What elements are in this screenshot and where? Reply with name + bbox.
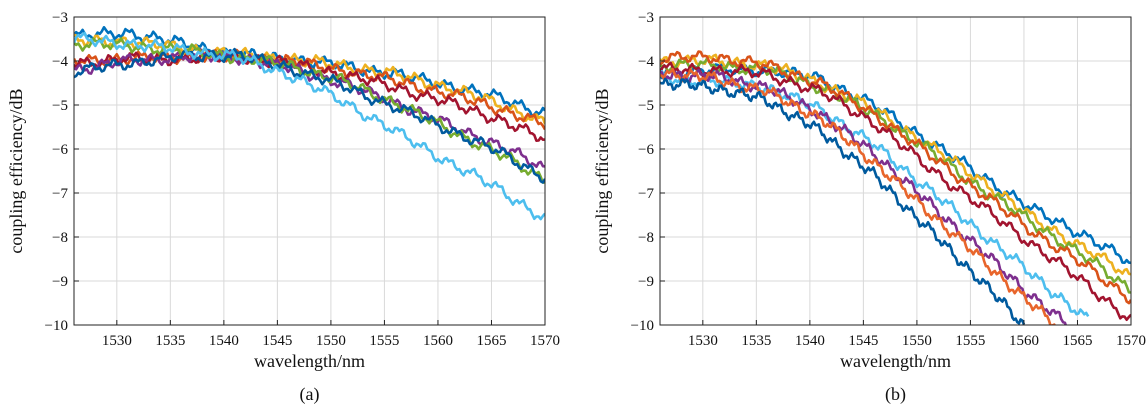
series-line-8 [74, 31, 545, 221]
x-tick-label: 1570 [1116, 333, 1146, 349]
x-tick-label: 1550 [316, 333, 346, 349]
plot-frame [659, 16, 1132, 326]
x-tick-label: 1545 [262, 333, 292, 349]
series-line-3 [74, 48, 545, 131]
x-tick-label: 1550 [902, 333, 932, 349]
y-tick-label: −4 [52, 54, 68, 70]
y-tick-label: −7 [52, 186, 68, 202]
x-axis-label: wavelength/nm [254, 351, 365, 371]
series-line-5 [660, 61, 1131, 321]
y-tick-label: −6 [638, 142, 654, 158]
series-line-7 [74, 47, 545, 184]
x-tick-label: 1530 [688, 333, 718, 349]
x-tick-label: 1545 [848, 333, 878, 349]
y-tick-label: −6 [52, 142, 68, 158]
series-line-9 [660, 77, 1026, 325]
panel-caption: (b) [885, 384, 906, 405]
plot-frame [73, 16, 546, 326]
series-line-4 [660, 50, 1131, 305]
x-axis-label: wavelength/nm [840, 351, 951, 371]
y-tick-label: −3 [52, 10, 68, 26]
y-tick-label: −5 [638, 98, 654, 114]
y-tick-label: −9 [638, 274, 654, 290]
x-tick-label: 1540 [209, 333, 239, 349]
chart-panel-b: 1530 1535 1540 1545 1550 1555 1560 1565 1570 −3 −4… [592, 10, 1146, 405]
panel-caption: (a) [300, 384, 320, 405]
y-tick-label: −8 [52, 230, 68, 246]
x-tick-label: 1555 [955, 333, 985, 349]
series-line-8 [660, 67, 1056, 325]
x-tick-label: 1540 [795, 333, 825, 349]
x-tick-label: 1565 [476, 333, 506, 349]
y-axis-label: coupling efficiency/dB [6, 88, 26, 253]
x-tick-label: 1565 [1062, 333, 1092, 349]
x-tick-label: 1555 [369, 333, 399, 349]
y-tick-label: −7 [638, 186, 654, 202]
y-tick-label: −3 [638, 10, 654, 26]
y-tick-label: −5 [52, 98, 68, 114]
y-tick-label: −8 [638, 230, 654, 246]
x-tick-label: 1535 [741, 333, 771, 349]
x-tick-label: 1560 [423, 333, 453, 349]
y-axis-label: coupling efficiency/dB [592, 88, 612, 253]
x-tick-label: 1560 [1009, 333, 1039, 349]
series-line-6 [74, 37, 545, 184]
y-tick-label: −9 [52, 274, 68, 290]
y-tick-label: −10 [45, 318, 68, 334]
x-tick-label: 1570 [530, 333, 560, 349]
y-tick-label: −10 [631, 318, 654, 334]
x-tick-label: 1530 [102, 333, 132, 349]
chart-panel-a: 1530 1535 1540 1545 1550 1555 1560 1565 1570 −3 −4… [6, 10, 560, 405]
series-line-5 [74, 47, 545, 168]
y-tick-label: −4 [638, 54, 654, 70]
series-line-7 [660, 68, 1068, 325]
x-tick-label: 1535 [155, 333, 185, 349]
